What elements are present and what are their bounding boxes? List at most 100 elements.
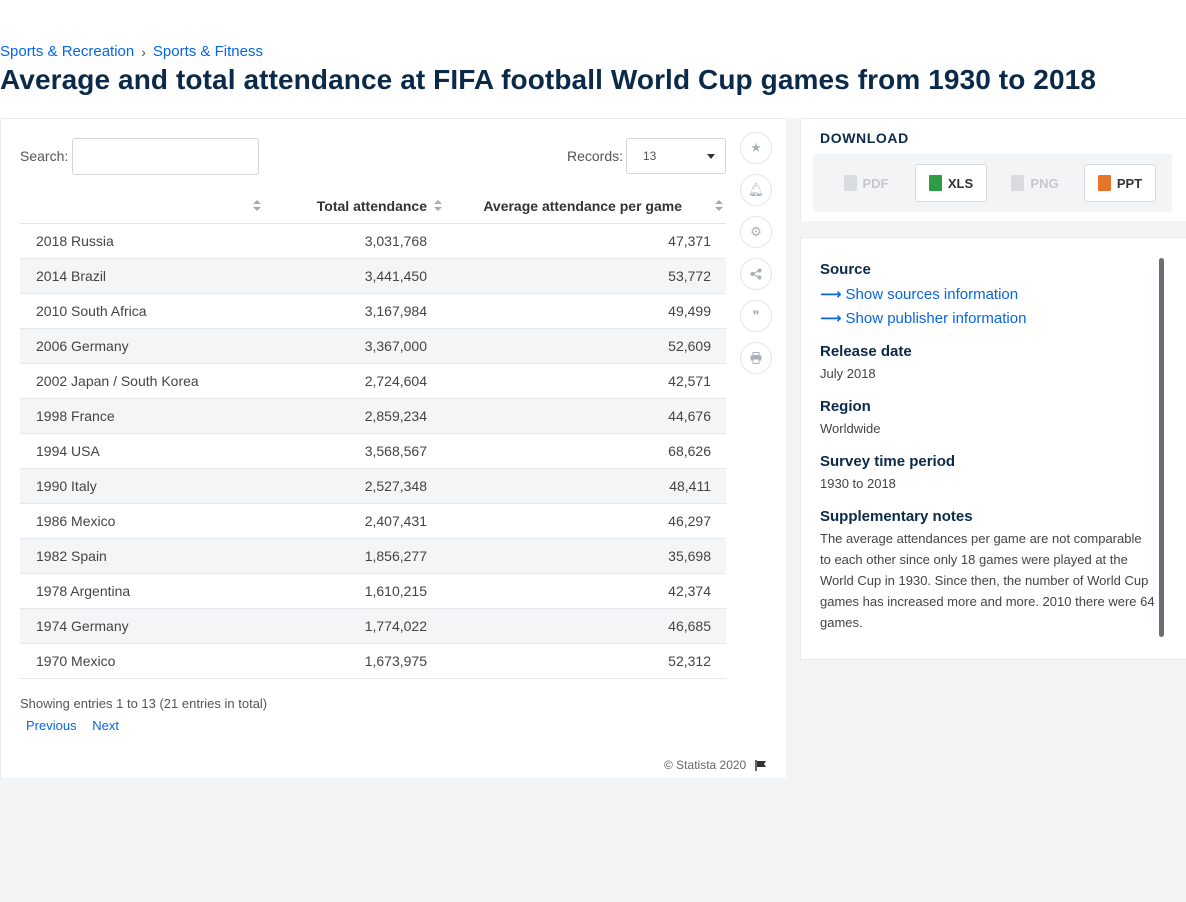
table-row: 1994 USA 3,568,567 68,626 bbox=[20, 433, 726, 469]
download-png-button: PNG bbox=[999, 164, 1071, 202]
release-date-value: July 2018 bbox=[820, 366, 876, 381]
column-header-average[interactable]: Average attendance per game bbox=[445, 189, 726, 224]
sort-icon bbox=[253, 200, 261, 212]
table-row: 2002 Japan / South Korea 2,724,604 42,571 bbox=[20, 363, 726, 399]
download-pdf-label: PDF bbox=[862, 175, 889, 191]
page-background-side bbox=[786, 660, 1186, 780]
show-sources-label: Show sources information bbox=[845, 286, 1019, 303]
table-cell-total: 2,527,348 bbox=[264, 468, 445, 504]
column-header-label[interactable] bbox=[20, 189, 264, 224]
pdf-file-icon bbox=[843, 175, 857, 191]
table-cell-total: 3,031,768 bbox=[264, 223, 445, 259]
download-ppt-button[interactable]: PPT bbox=[1084, 164, 1156, 202]
table-cell-average: 52,609 bbox=[445, 328, 726, 364]
chevron-down-icon bbox=[707, 154, 715, 159]
table-row: 1986 Mexico 2,407,431 46,297 bbox=[20, 503, 726, 539]
table-cell-label: 1998 France bbox=[20, 398, 264, 434]
region-value: Worldwide bbox=[820, 421, 881, 436]
table-cell-average: 44,676 bbox=[445, 398, 726, 434]
table-cell-label: 1990 Italy bbox=[20, 468, 264, 504]
table-cell-total: 1,673,975 bbox=[264, 643, 445, 679]
table-cell-total: 3,441,450 bbox=[264, 258, 445, 294]
table-cell-label: 2006 Germany bbox=[20, 328, 264, 364]
breadcrumb-separator-icon: › bbox=[141, 43, 146, 60]
supplementary-notes-heading: Supplementary notes bbox=[820, 508, 973, 525]
data-table: Total attendance Average attendance per … bbox=[20, 189, 726, 679]
records-label: Records: bbox=[567, 148, 624, 164]
png-file-icon bbox=[1011, 175, 1025, 191]
table-cell-label: 2014 Brazil bbox=[20, 258, 264, 294]
breadcrumb-link-sports-recreation[interactable]: Sports & Recreation bbox=[0, 43, 135, 60]
table-cell-total: 2,407,431 bbox=[264, 503, 445, 539]
table-cell-label: 1982 Spain bbox=[20, 538, 264, 574]
table-cell-average: 48,411 bbox=[445, 468, 726, 504]
previous-button[interactable]: Previous bbox=[26, 718, 77, 733]
table-cell-total: 3,367,000 bbox=[264, 328, 445, 364]
table-row: 1978 Argentina 1,610,215 42,374 bbox=[20, 573, 726, 609]
table-cell-average: 68,626 bbox=[445, 433, 726, 469]
table-row: 2010 South Africa 3,167,984 49,499 bbox=[20, 293, 726, 329]
sort-icon bbox=[715, 200, 723, 212]
table-cell-label: 1986 Mexico bbox=[20, 503, 264, 539]
page-title: Average and total attendance at FIFA foo… bbox=[0, 64, 1096, 95]
table-body: 2018 Russia 3,031,768 47,371 2014 Brazil 3,4… bbox=[20, 223, 726, 679]
table-row: 1970 Mexico 1,673,975 52,312 bbox=[20, 643, 726, 679]
print-button[interactable] bbox=[740, 342, 772, 374]
gear-icon: ⚙ bbox=[750, 224, 762, 239]
breadcrumb-link-sports-fitness[interactable]: Sports & Fitness bbox=[152, 43, 263, 60]
table-cell-average: 42,571 bbox=[445, 363, 726, 399]
region-heading: Region bbox=[820, 398, 871, 415]
share-icon bbox=[750, 268, 762, 280]
show-publisher-link[interactable]: ⟶ Show publisher information bbox=[820, 309, 1026, 327]
flag-icon[interactable] bbox=[755, 760, 767, 771]
table-cell-label: 1978 Argentina bbox=[20, 573, 264, 609]
search-input[interactable] bbox=[72, 138, 259, 175]
show-publisher-label: Show publisher information bbox=[845, 310, 1027, 327]
source-heading: Source bbox=[820, 261, 871, 278]
table-cell-total: 2,724,604 bbox=[264, 363, 445, 399]
table-row: 1974 Germany 1,774,022 46,685 bbox=[20, 608, 726, 644]
table-cell-average: 46,685 bbox=[445, 608, 726, 644]
supplementary-notes-text: The average attendances per game are not… bbox=[820, 531, 1155, 630]
column-header-total[interactable]: Total attendance bbox=[264, 189, 445, 224]
download-xls-label: XLS bbox=[947, 175, 974, 191]
ppt-file-icon bbox=[1097, 175, 1111, 191]
survey-period-heading: Survey time period bbox=[820, 453, 956, 470]
xls-file-icon bbox=[928, 175, 942, 191]
records-select-value: 13 bbox=[643, 149, 657, 163]
quote-icon: ❞ bbox=[752, 308, 760, 323]
entries-info: Showing entries 1 to 13 (21 entries in t… bbox=[20, 696, 268, 711]
notification-button[interactable]: 🔔︎ bbox=[740, 174, 772, 206]
settings-button[interactable]: ⚙ bbox=[740, 216, 772, 248]
release-date-heading: Release date bbox=[820, 343, 912, 360]
arrow-right-icon: ⟶ bbox=[820, 310, 842, 327]
table-cell-average: 46,297 bbox=[445, 503, 726, 539]
favorite-button[interactable]: ★ bbox=[740, 132, 772, 164]
cite-button[interactable]: ❞ bbox=[740, 300, 772, 332]
panel-gap bbox=[786, 221, 1186, 237]
next-button[interactable]: Next bbox=[92, 718, 119, 733]
table-row: 2018 Russia 3,031,768 47,371 bbox=[20, 223, 726, 259]
download-xls-button[interactable]: XLS bbox=[915, 164, 987, 202]
column-header-text: Total attendance bbox=[316, 197, 427, 214]
sort-icon bbox=[434, 200, 442, 212]
page-background-footer bbox=[0, 778, 1186, 902]
table-cell-label: 2002 Japan / South Korea bbox=[20, 363, 264, 399]
table-cell-total: 1,610,215 bbox=[264, 573, 445, 609]
table-cell-average: 47,371 bbox=[445, 223, 726, 259]
scrollbar[interactable] bbox=[1159, 258, 1164, 637]
info-panel bbox=[800, 237, 1186, 660]
panel-gap bbox=[786, 118, 800, 660]
column-header-text: Average attendance per game bbox=[483, 197, 682, 214]
table-cell-label: 1974 Germany bbox=[20, 608, 264, 644]
records-select[interactable]: 13 bbox=[626, 138, 726, 174]
download-pdf-button: PDF bbox=[830, 164, 902, 202]
download-png-label: PNG bbox=[1030, 175, 1059, 191]
show-sources-link[interactable]: ⟶ Show sources information bbox=[820, 285, 1018, 303]
table-cell-total: 2,859,234 bbox=[264, 398, 445, 434]
table-cell-average: 42,374 bbox=[445, 573, 726, 609]
copyright-text: © Statista 2020 bbox=[664, 758, 747, 772]
print-icon bbox=[750, 352, 762, 364]
table-cell-total: 1,774,022 bbox=[264, 608, 445, 644]
share-button[interactable] bbox=[740, 258, 772, 290]
